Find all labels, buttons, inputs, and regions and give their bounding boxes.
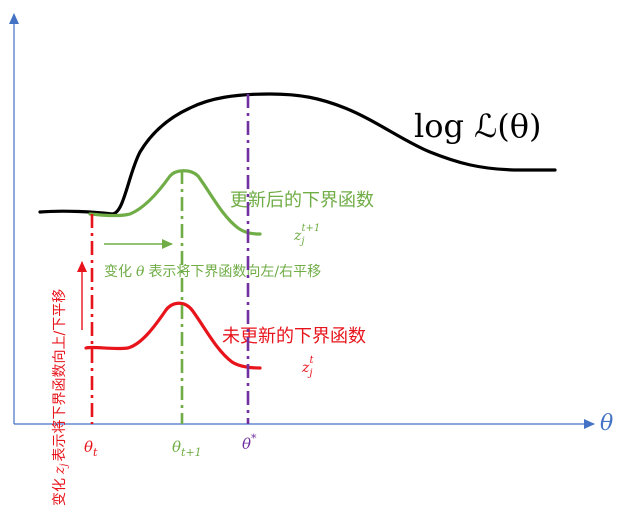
updated-lower-bound-label: 更新后的下界函数 <box>230 190 374 211</box>
old-lower-bound-label: 未更新的下界函数 <box>222 326 366 347</box>
log-likelihood-curve <box>38 92 557 216</box>
horizontal-shift-note: 变化 θ 表示将下界函数向左/右平移 <box>104 264 321 280</box>
old-lower-bound-curve <box>84 301 262 370</box>
theta-t1-tick-label: θt+1 <box>172 438 202 459</box>
theta-star-tick-label: θ* <box>242 432 257 453</box>
vertical-shift-note: 变化zj表示将下界函数向上/下平移 <box>52 289 70 506</box>
theta-t-tick-label: θt <box>84 438 98 459</box>
updated-lower-bound-curve <box>88 169 262 236</box>
old-bound-variable: zjt <box>301 355 315 379</box>
log-likelihood-label: log ℒ(θ) <box>414 107 541 145</box>
updated-bound-variable: zjt+1 <box>293 223 320 247</box>
x-axis-label: θ <box>600 411 613 436</box>
